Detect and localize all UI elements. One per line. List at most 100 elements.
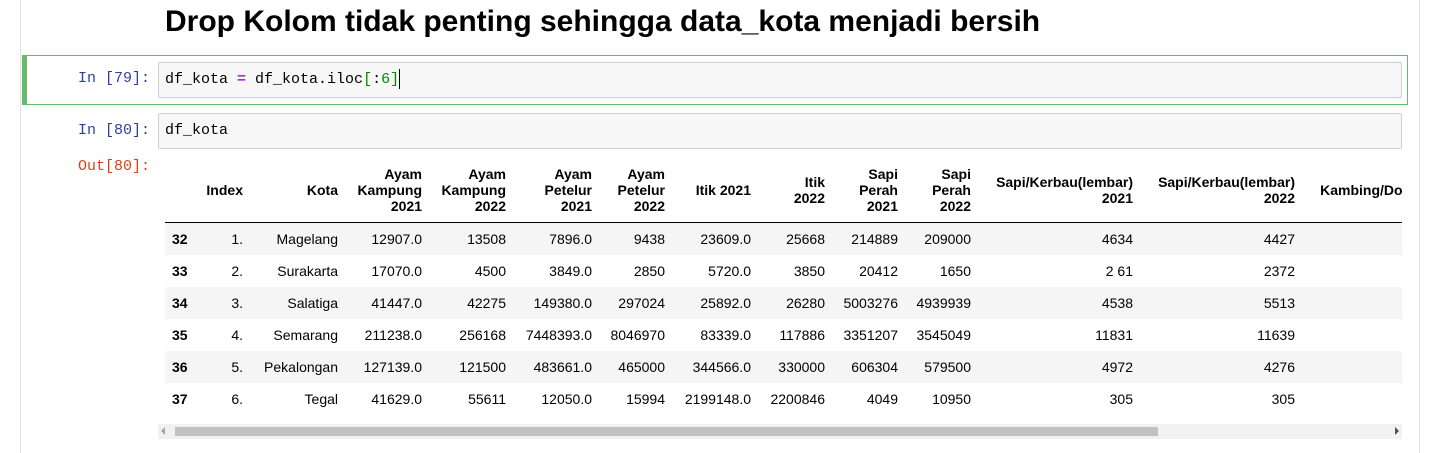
table-cell: 5003276 (830, 287, 903, 319)
table-cell: 465000 (597, 351, 670, 383)
row-index: 36 (165, 351, 200, 383)
code-token: df_kota.iloc (246, 71, 364, 88)
table-row: 34 3. Salatiga 41447.0 42275 149380.0 297024 25… (165, 287, 1402, 319)
column-header: Sapi/Kerbau(lembar) 2021 (976, 158, 1138, 223)
code-input[interactable]: df_kota = df_kota.iloc[:6] (158, 62, 1402, 98)
table-cell: Tegal (304, 391, 338, 407)
column-header: Index (200, 158, 248, 223)
table-cell (1300, 287, 1402, 319)
table-cell: 3351207 (843, 327, 898, 343)
table-cell: 211238.0 (364, 327, 422, 343)
column-header: Sapi Perah 2021 (830, 158, 903, 223)
table-cell: 2850 (633, 263, 665, 279)
table-cell: 483661.0 (511, 351, 597, 383)
table-cell: 3. (200, 287, 248, 319)
table-cell: 4939939 (903, 287, 976, 319)
index-header (165, 158, 200, 223)
table-cell: 9438 (597, 222, 670, 255)
table-cell: 606304 (830, 351, 903, 383)
code-token: : (372, 71, 382, 88)
table-cell: 20412 (859, 263, 898, 279)
dataframe-output: Index Kota Ayam Kampung 2021 Ayam Kampung 2… (165, 158, 1402, 420)
code-input[interactable]: df_kota (158, 113, 1402, 149)
table-cell: 2199148.0 (684, 391, 751, 407)
table-cell: 4276 (1138, 351, 1300, 383)
column-header: Ayam Petelur 2021 (511, 158, 597, 223)
table-cell: 1. (200, 222, 248, 255)
dataframe-table: Index Kota Ayam Kampung 2021 Ayam Kampung 2… (165, 158, 1402, 415)
scroll-thumb[interactable] (175, 427, 1158, 436)
horizontal-scrollbar[interactable] (158, 424, 1402, 439)
row-index: 37 (172, 391, 188, 407)
input-prompt: In [79]: (77, 70, 150, 87)
selected-cell[interactable] (22, 55, 1408, 105)
table-cell: 7896.0 (511, 222, 597, 255)
table-cell: Salatiga (248, 287, 343, 319)
markdown-heading: Drop Kolom tidak penting sehingga data_k… (165, 5, 1041, 38)
table-cell: 41629.0 (371, 391, 422, 407)
input-prompt: In [80]: (77, 122, 150, 139)
table-cell (1300, 255, 1402, 287)
table-cell: 55611 (468, 391, 506, 407)
code-token: = (237, 71, 247, 88)
column-header: Kambing/Dom (1300, 158, 1402, 223)
table-cell: 7448393.0 (525, 327, 592, 343)
row-index: 35 (172, 327, 188, 343)
table-cell: 4049 (866, 391, 898, 407)
table-cell: 23609.0 (670, 222, 756, 255)
table-cell: Surakarta (277, 263, 338, 279)
table-cell: 8046970 (610, 327, 665, 343)
table-cell: 42275 (427, 287, 511, 319)
table-cell: 13508 (427, 222, 511, 255)
table-cell: 4972 (976, 351, 1138, 383)
table-cell: 10950 (932, 391, 971, 407)
table-cell: 4500 (474, 263, 506, 279)
table-cell: 214889 (830, 222, 903, 255)
column-header: Sapi Perah 2022 (903, 158, 976, 223)
table-cell: 330000 (756, 351, 830, 383)
notebook-container (20, 0, 1420, 453)
table-cell: 344566.0 (670, 351, 756, 383)
table-cell: 2 61 (1105, 263, 1133, 279)
table-cell: 5720.0 (708, 263, 751, 279)
table-cell: 297024 (597, 287, 670, 319)
table-cell: 1650 (939, 263, 971, 279)
table-row: 36 5. Pekalongan 127139.0 121500 483661.0 4650… (165, 351, 1402, 383)
row-index: 33 (172, 263, 188, 279)
table-cell: Magelang (248, 222, 343, 255)
column-header: Sapi/Kerbau(lembar) 2022 (1138, 158, 1300, 223)
scroll-left-arrow[interactable] (161, 427, 165, 435)
table-cell: 3545049 (916, 327, 971, 343)
code-token: df_kota (165, 71, 238, 88)
table-cell: 12907.0 (343, 222, 427, 255)
table-cell: 11639 (1257, 327, 1295, 343)
table-cell: 2200846 (770, 391, 825, 407)
column-header: Itik 2021 (670, 158, 756, 223)
table-cell: 3849.0 (549, 263, 592, 279)
column-header: Ayam Kampung 2021 (343, 158, 427, 223)
scroll-right-arrow[interactable] (1395, 427, 1399, 435)
table-cell (1300, 222, 1402, 255)
table-cell: Semarang (273, 327, 338, 343)
table-cell: 41447.0 (343, 287, 427, 319)
table-cell: 17070.0 (371, 263, 422, 279)
code-token: ] (390, 71, 400, 88)
table-cell: 121500 (427, 351, 511, 383)
table-cell: 4427 (1138, 222, 1300, 255)
table-cell: 127139.0 (343, 351, 427, 383)
row-index: 34 (165, 287, 200, 319)
table-cell: 25668 (756, 222, 830, 255)
table-row: 35 4. Semarang 211238.0 256168 7448393.0 80469… (165, 319, 1402, 351)
table-cell: 209000 (903, 222, 976, 255)
column-header: Ayam Petelur 2022 (597, 158, 670, 223)
column-header: Ayam Kampung 2022 (427, 158, 511, 223)
table-cell: 305 (1109, 391, 1133, 407)
column-header: Kota (248, 158, 343, 223)
table-cell: 579500 (903, 351, 976, 383)
table-cell: 149380.0 (511, 287, 597, 319)
code-token: 6 (381, 71, 391, 88)
table-row: 33 2. Surakarta 17070.0 4500 3849.0 2850 5720.0… (165, 255, 1402, 287)
text-cursor (399, 69, 401, 90)
table-cell: Pekalongan (248, 351, 343, 383)
